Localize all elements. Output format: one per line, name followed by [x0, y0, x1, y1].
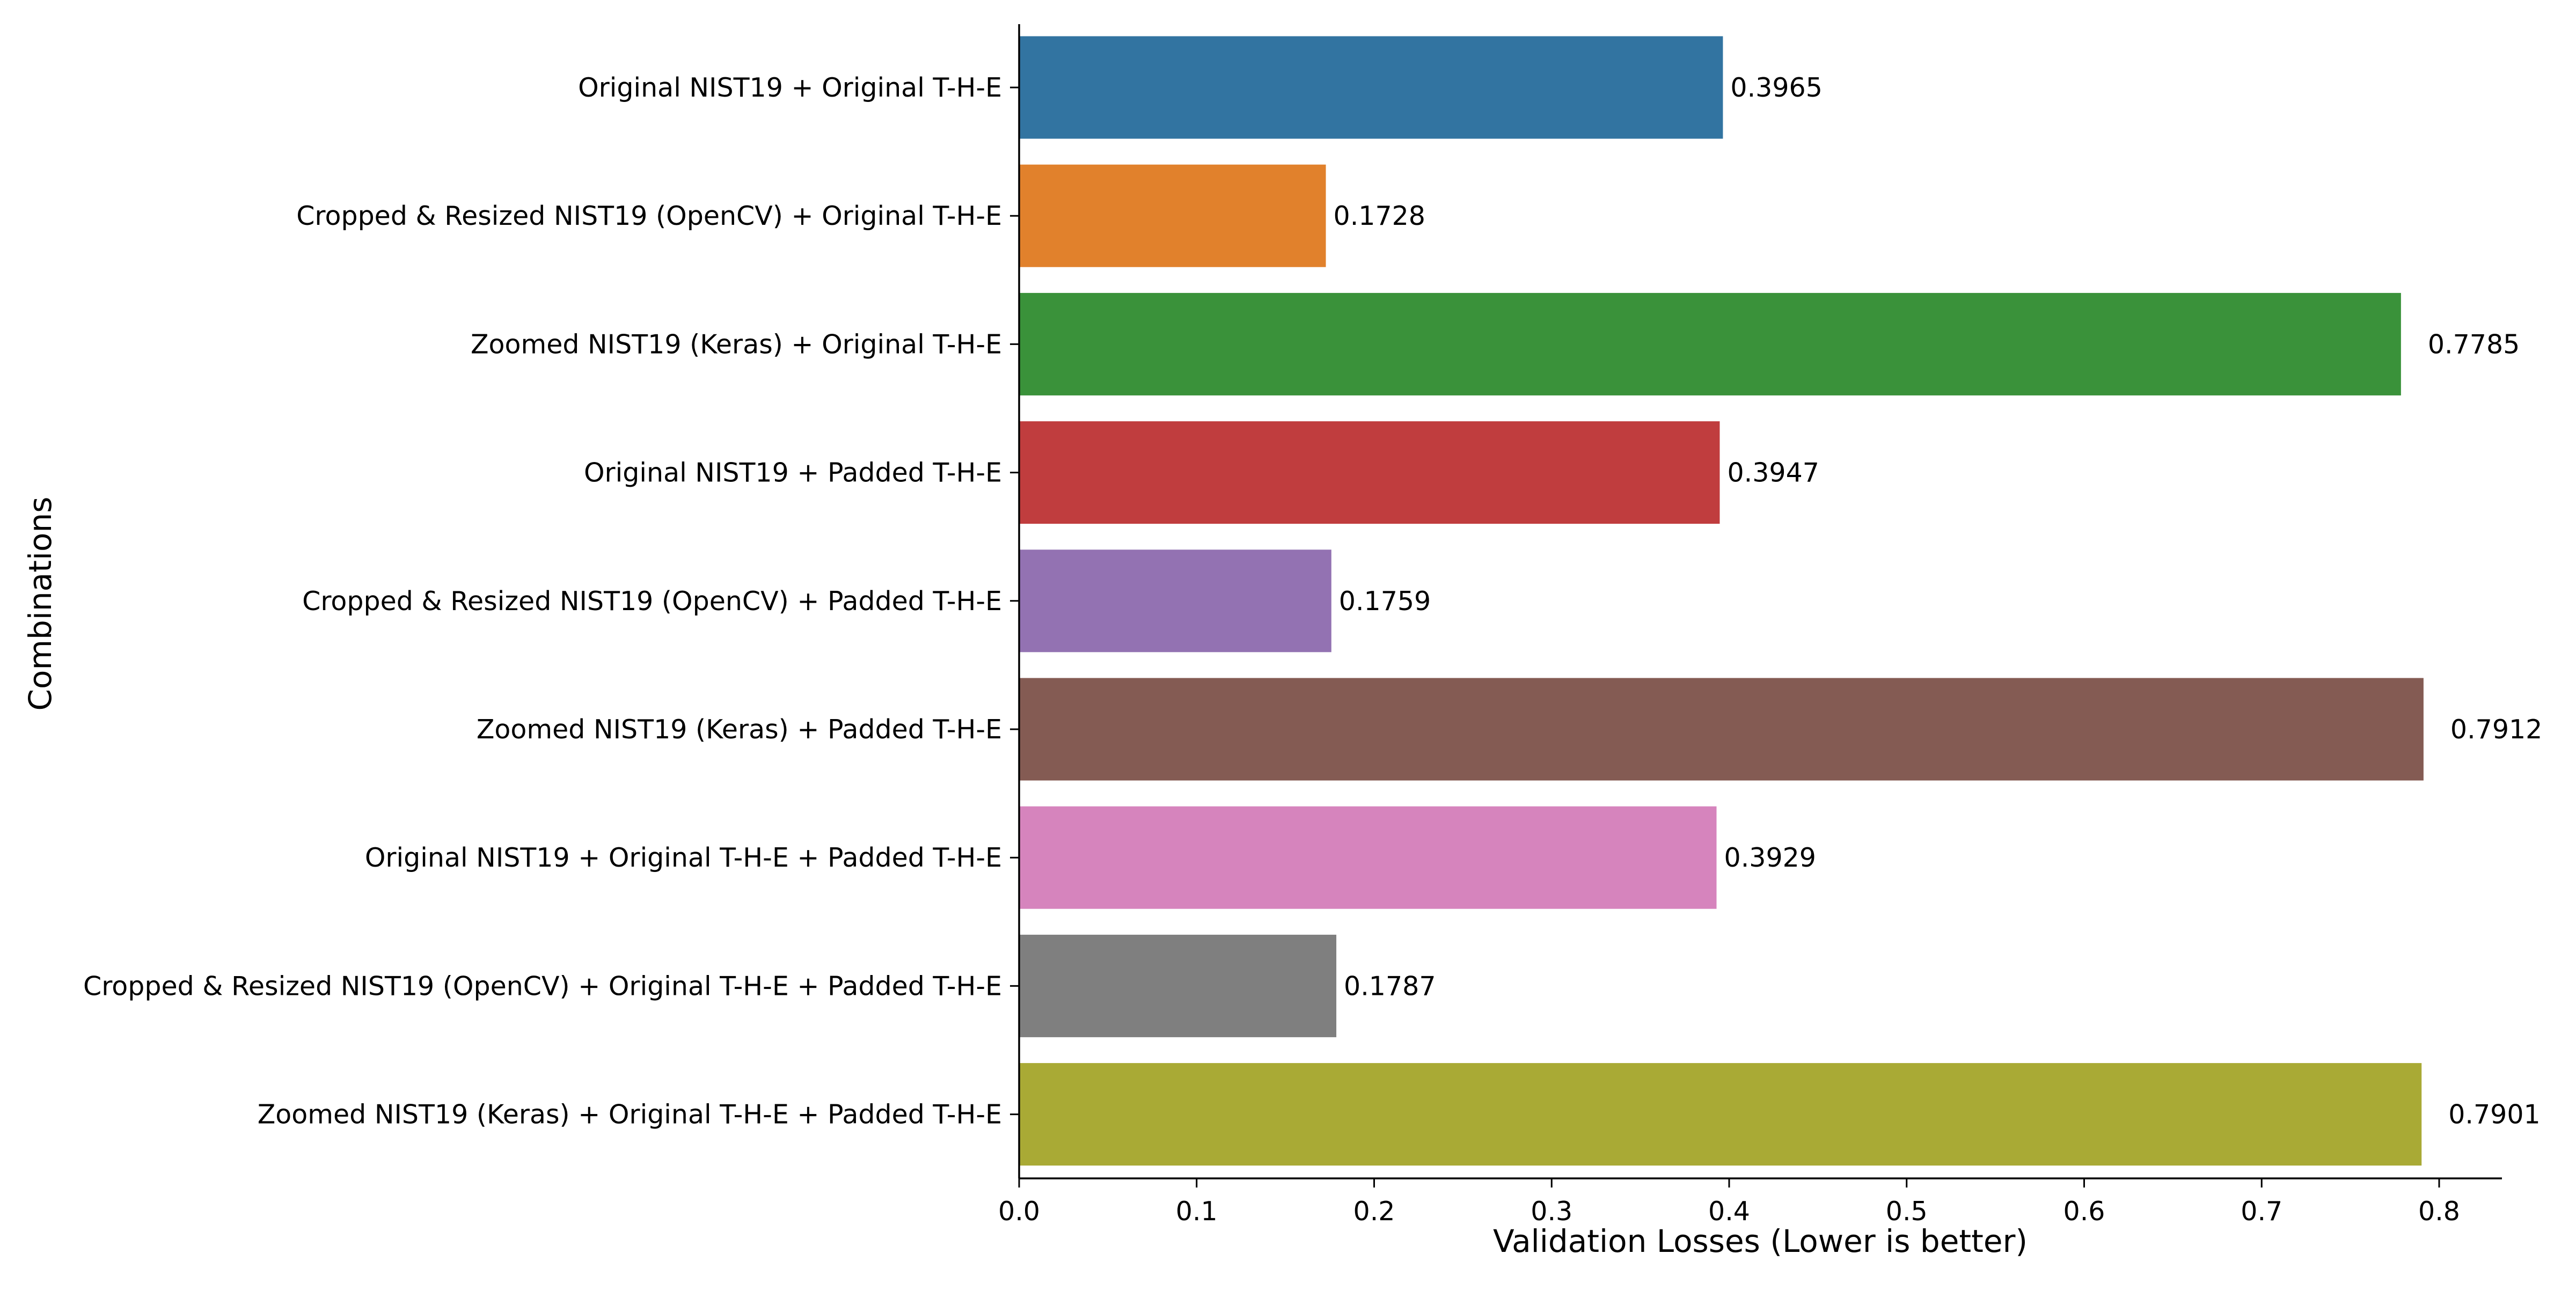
x-tick-label: 0.7 — [2241, 1196, 2282, 1227]
bar-value-label: 0.1728 — [1334, 201, 1425, 231]
category-label: Cropped & Resized NIST19 (OpenCV) + Orig… — [296, 201, 1002, 231]
labels-layer: 0.3965 Original NIST19 + Original T-H-E 0.… — [83, 72, 2542, 1130]
bar — [1019, 549, 1331, 653]
x-tick-label: 0.3 — [1531, 1196, 1572, 1227]
bar-value-label: 0.7785 — [2428, 329, 2520, 360]
category-label: Original NIST19 + Padded T-H-E — [584, 458, 1002, 488]
x-tick-label: 0.6 — [2063, 1196, 2105, 1227]
bar — [1019, 164, 1326, 267]
x-axis-title: Validation Losses (Lower is better) — [1493, 1223, 2028, 1259]
bar-value-label: 0.3965 — [1730, 72, 1822, 103]
category-label: Zoomed NIST19 (Keras) + Original T-H-E +… — [258, 1100, 1002, 1130]
bar — [1019, 421, 1720, 524]
bar — [1019, 934, 1337, 1037]
x-tick-label: 0.1 — [1176, 1196, 1218, 1227]
bar — [1019, 1063, 2422, 1166]
bar — [1019, 806, 1717, 909]
category-label: Cropped & Resized NIST19 (OpenCV) + Orig… — [83, 971, 1002, 1001]
category-label: Original NIST19 + Original T-H-E + Padde… — [365, 842, 1002, 873]
category-label: Original NIST19 + Original T-H-E — [578, 72, 1002, 103]
x-tick-label: 0.5 — [1886, 1196, 1928, 1227]
category-label: Cropped & Resized NIST19 (OpenCV) + Padd… — [302, 586, 1002, 617]
bar-value-label: 0.7901 — [2448, 1100, 2540, 1130]
x-tick-label: 0.8 — [2418, 1196, 2460, 1227]
bar-value-label: 0.1759 — [1339, 586, 1431, 617]
bar — [1019, 292, 2401, 395]
bar-value-label: 0.7912 — [2450, 714, 2542, 745]
bar-value-label: 0.3929 — [1724, 842, 1816, 873]
category-label: Zoomed NIST19 (Keras) + Original T-H-E — [471, 329, 1002, 360]
bar-value-label: 0.1787 — [1344, 971, 1436, 1001]
bars-layer — [1019, 36, 2424, 1166]
bar-value-label: 0.3947 — [1727, 458, 1819, 488]
category-label: Zoomed NIST19 (Keras) + Padded T-H-E — [477, 714, 1002, 745]
bar — [1019, 36, 1723, 139]
x-tick-label: 0.4 — [1708, 1196, 1750, 1227]
x-tick-label: 0.2 — [1353, 1196, 1395, 1227]
bar — [1019, 678, 2424, 781]
x-tick-label: 0.0 — [998, 1196, 1040, 1227]
axes-layer: 0.0 0.1 0.2 0.3 0.4 0.5 0.6 0.7 0.8 — [998, 24, 2502, 1227]
y-axis-title: Combinations — [22, 496, 58, 710]
